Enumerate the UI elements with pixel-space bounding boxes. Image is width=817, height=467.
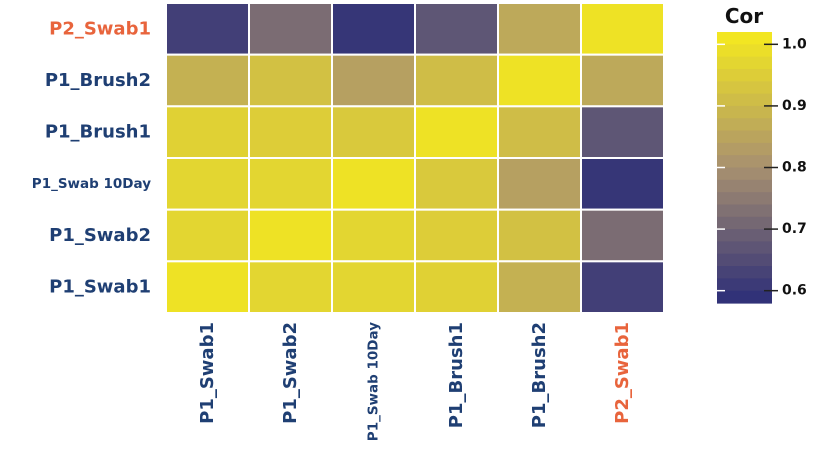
- legend-color-step: [717, 266, 772, 279]
- column-label-p1-brush1: P1_Brush1: [446, 322, 467, 428]
- heatmap-cell-p1-swab2-p1-brush2: [497, 208, 582, 263]
- legend-tick-label: 0.7: [782, 221, 807, 237]
- heatmap-cell-p1-swab2-p1-swab2: [248, 208, 333, 263]
- heatmap-cell-p1-brush1-p1-swab1: [165, 105, 250, 160]
- column-labels: P1_Swab1 P1_Swab2 P1_Swab 10Day P1_Brush1 P1…: [197, 322, 633, 441]
- heatmap-cell-p1-brush2-p1-brush1: [414, 53, 499, 108]
- row-labels: P2_Swab1 P1_Brush2 P1_Brush1 P1_Swab 10Day P…: [32, 18, 151, 297]
- legend-color-step: [717, 68, 772, 82]
- heatmap-cell-p1-brush1-p1-swab-10day: [331, 105, 416, 160]
- legend-color-step: [717, 192, 772, 206]
- heatmap-cell-p1-swab-10day-p1-swab1: [165, 157, 250, 211]
- legend-color-step: [717, 241, 772, 255]
- heatmap-cell-p1-swab-10day-p1-swab-10day: [331, 157, 416, 211]
- heatmap-cell-p2-swab1-p1-brush2: [497, 2, 582, 56]
- heatmap-cell-p1-swab1-p1-swab-10day: [331, 260, 416, 315]
- legend-color-step: [717, 44, 772, 58]
- legend-color-step: [717, 179, 772, 193]
- legend-color-step: [717, 204, 772, 218]
- legend-ticks: 1.0 0.9 0.8 0.7 0.6: [717, 36, 807, 299]
- heatmap-cell-p1-swab1-p1-brush2: [497, 260, 582, 315]
- heatmap-cell-p2-swab1-p2-swab1: [580, 2, 665, 56]
- heatmap-cell-p1-brush2-p2-swab1: [580, 53, 665, 108]
- column-label-p1-swab-10day: P1_Swab 10Day: [366, 322, 382, 441]
- column-label-p1-swab2: P1_Swab2: [280, 322, 301, 424]
- heatmap-cells: [165, 2, 665, 315]
- legend-color-step: [717, 290, 772, 304]
- legend-color-step: [717, 81, 772, 95]
- legend-color-step: [717, 93, 772, 107]
- heatmap-cell-p1-swab-10day-p1-swab2: [248, 157, 333, 211]
- row-label-p1-brush2: P1_Brush2: [45, 70, 151, 91]
- heatmap-cell-p1-swab1-p1-swab2: [248, 260, 333, 315]
- heatmap-cell-p1-brush1-p1-swab2: [248, 105, 333, 160]
- legend-tick-label: 0.9: [782, 98, 807, 114]
- heatmap-cell-p1-brush2-p1-swab-10day: [331, 53, 416, 108]
- row-label-p2-swab1: P2_Swab1: [49, 18, 151, 39]
- legend-tick-label: 0.6: [782, 283, 807, 299]
- legend-color-step: [717, 278, 772, 292]
- column-label-p1-swab1: P1_Swab1: [197, 322, 218, 424]
- row-label-p1-brush1: P1_Brush1: [45, 122, 151, 143]
- legend-color-step: [717, 155, 772, 169]
- heatmap-cell-p2-swab1-p1-brush1: [414, 2, 499, 56]
- heatmap-cell-p1-swab1-p2-swab1: [580, 260, 665, 315]
- legend-color-step: [717, 118, 772, 132]
- legend-color-step: [717, 142, 772, 156]
- row-label-p1-swab2: P1_Swab2: [49, 225, 151, 246]
- legend-color-step: [717, 32, 772, 45]
- legend-tick-label: 0.8: [782, 160, 807, 176]
- heatmap-cell-p1-brush2-p1-swab1: [165, 53, 250, 108]
- heatmap-cell-p1-swab-10day-p1-brush1: [414, 157, 499, 211]
- heatmap-cell-p1-brush1-p2-swab1: [580, 105, 665, 160]
- color-legend: Cor 1.0 0.9 0.8 0.7 0.6: [717, 4, 807, 304]
- heatmap-cell-p1-brush1-p1-brush1: [414, 105, 499, 160]
- legend-color-step: [717, 253, 772, 267]
- row-label-p1-swab-10day: P1_Swab 10Day: [32, 176, 151, 192]
- heatmap-cell-p2-swab1-p1-swab1: [165, 2, 250, 56]
- heatmap-cell-p1-swab-10day-p2-swab1: [580, 157, 665, 211]
- heatmap-cell-p2-swab1-p1-swab-10day: [331, 2, 416, 56]
- heatmap-cell-p1-swab1-p1-brush1: [414, 260, 499, 315]
- row-label-p1-swab1: P1_Swab1: [49, 277, 151, 298]
- heatmap-cell-p1-swab2-p1-swab1: [165, 208, 250, 263]
- legend-color-step: [717, 167, 772, 181]
- legend-tick-label: 1.0: [782, 36, 807, 52]
- heatmap-cell-p1-brush2-p1-swab2: [248, 53, 333, 108]
- heatmap-cell-p1-brush1-p1-brush2: [497, 105, 582, 160]
- legend-title: Cor: [725, 4, 763, 28]
- column-label-p1-brush2: P1_Brush2: [529, 322, 550, 428]
- legend-color-step: [717, 105, 772, 119]
- legend-color-step: [717, 229, 772, 243]
- heatmap-cell-p1-swab2-p1-swab-10day: [331, 208, 416, 263]
- heatmap-cell-p1-swab2-p2-swab1: [580, 208, 665, 263]
- legend-color-step: [717, 56, 772, 70]
- legend-color-step: [717, 130, 772, 144]
- legend-color-bar: [717, 32, 772, 304]
- heatmap-cell-p2-swab1-p1-swab2: [248, 2, 333, 56]
- heatmap-cell-p1-swab-10day-p1-brush2: [497, 157, 582, 211]
- legend-color-step: [717, 216, 772, 230]
- heatmap-cell-p1-brush2-p1-brush2: [497, 53, 582, 108]
- heatmap-cell-p1-swab1-p1-swab1: [165, 260, 250, 315]
- column-label-p2-swab1: P2_Swab1: [612, 322, 633, 424]
- heatmap-cell-p1-swab2-p1-brush1: [414, 208, 499, 263]
